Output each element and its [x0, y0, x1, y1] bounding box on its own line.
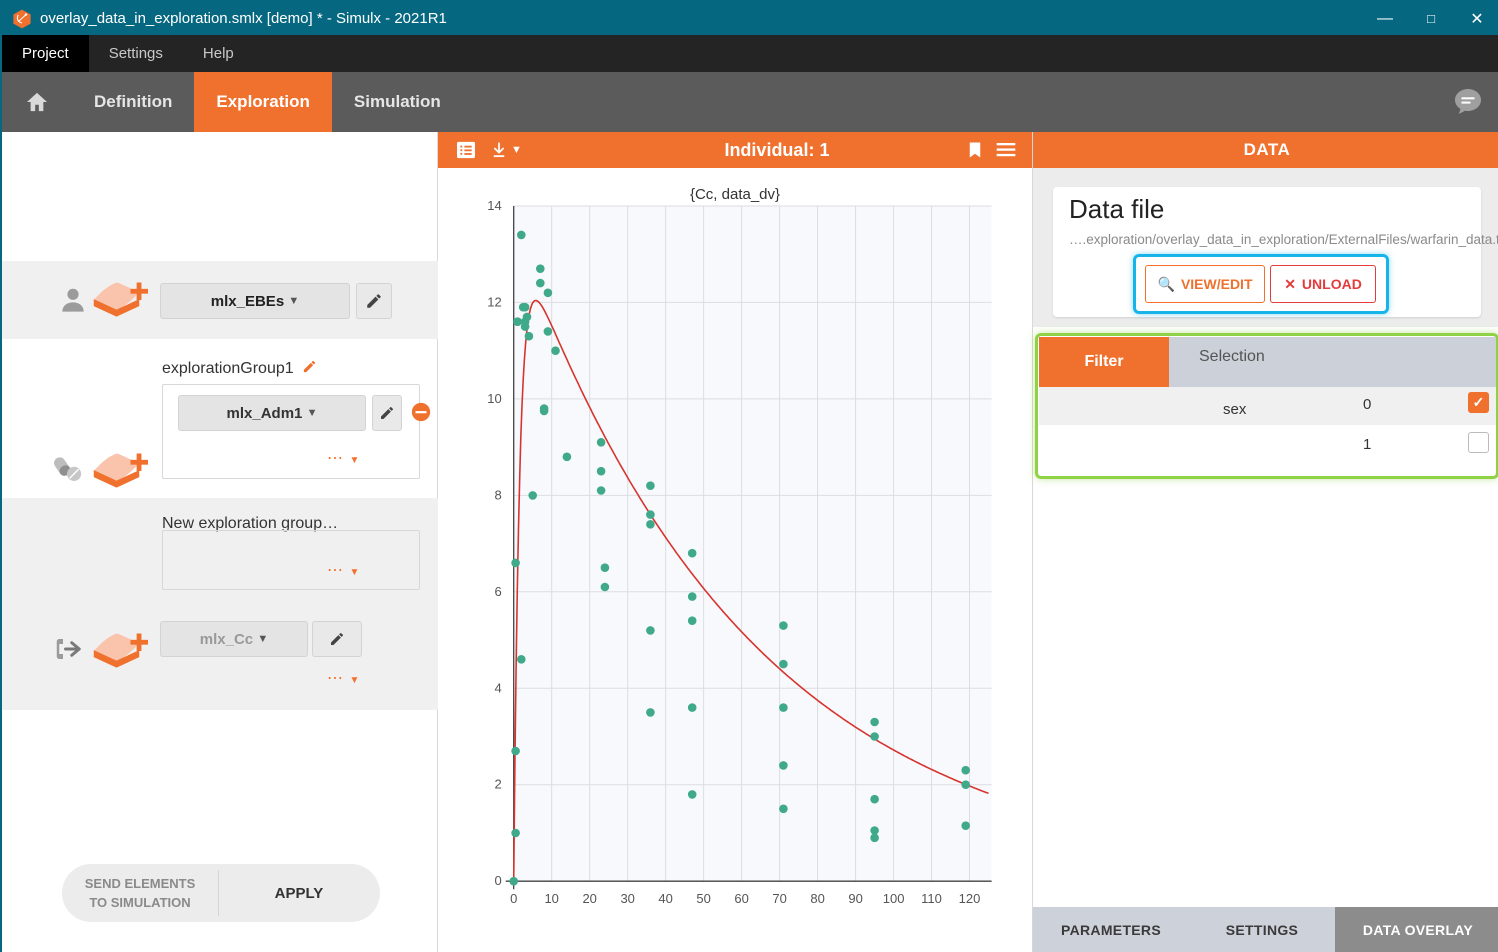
svg-text:4: 4 [494, 680, 501, 695]
svg-text:10: 10 [544, 891, 558, 906]
svg-text:50: 50 [696, 891, 710, 906]
svg-text:100: 100 [883, 891, 905, 906]
svg-text:30: 30 [620, 891, 634, 906]
svg-text:2: 2 [494, 777, 501, 792]
svg-text:20: 20 [582, 891, 596, 906]
svg-text:8: 8 [494, 487, 501, 502]
svg-text:80: 80 [810, 891, 824, 906]
svg-text:0: 0 [494, 873, 501, 888]
svg-text:120: 120 [959, 891, 981, 906]
svg-text:70: 70 [772, 891, 786, 906]
svg-text:14: 14 [487, 198, 501, 213]
svg-text:10: 10 [487, 391, 501, 406]
svg-text:90: 90 [848, 891, 862, 906]
svg-text:0: 0 [510, 891, 517, 906]
svg-text:60: 60 [734, 891, 748, 906]
svg-text:40: 40 [658, 891, 672, 906]
svg-text:6: 6 [494, 584, 501, 599]
svg-text:110: 110 [921, 891, 942, 906]
svg-text:12: 12 [487, 294, 501, 309]
